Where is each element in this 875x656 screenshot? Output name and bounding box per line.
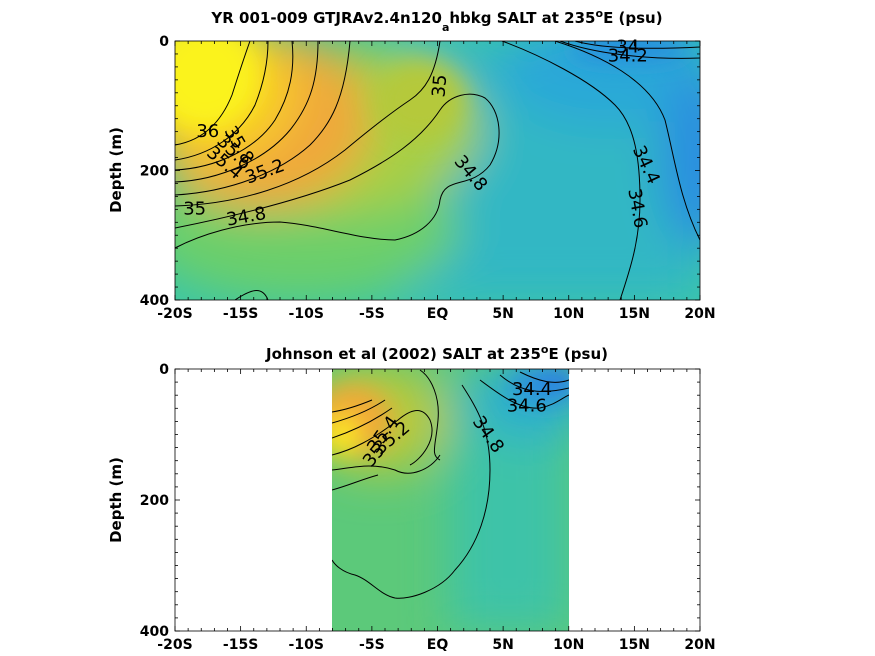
panel-1-title: YR 001-009 GTJRAv2.4n120ahbkg SALT at 23… <box>210 7 662 34</box>
y-tick-label: 400 <box>140 624 169 640</box>
y-tick-label: 200 <box>140 164 169 180</box>
panel-1-y-axis-label: Depth (m) <box>107 127 125 213</box>
x-tick-label: 15N <box>619 306 650 322</box>
contour-label: 34.6 <box>507 396 547 417</box>
x-tick-label: -15S <box>223 637 258 653</box>
x-tick-label: -5S <box>359 306 385 322</box>
x-tick-label: 5N <box>492 306 513 322</box>
x-tick-label: 10N <box>553 637 584 653</box>
contour-label: 34.2 <box>608 46 648 67</box>
x-tick-label: -20S <box>157 637 192 653</box>
y-tick-label: 200 <box>140 493 169 509</box>
panel-1-x-ticks: -20S -15S -10S -5S EQ 5N 10N 15N 20N <box>157 41 716 322</box>
panel-1-contours <box>175 41 700 300</box>
panel-2: Johnson et al (2002) SALT at 235oE (psu) <box>107 343 716 653</box>
panel-2-y-axis-label: Depth (m) <box>107 457 125 543</box>
contour-label: 35 <box>183 199 206 220</box>
x-tick-label: EQ <box>427 637 449 653</box>
x-tick-label: 10N <box>553 306 584 322</box>
panel-2-title: Johnson et al (2002) SALT at 235oE (psu) <box>265 343 608 363</box>
x-tick-label: 15N <box>619 637 650 653</box>
x-tick-label: 20N <box>684 637 715 653</box>
x-tick-label: -15S <box>223 306 258 322</box>
panel-1: YR 001-009 GTJRAv2.4n120ahbkg SALT at 23… <box>107 7 716 322</box>
x-tick-label: 5N <box>492 637 513 653</box>
x-tick-label: -20S <box>157 306 192 322</box>
contour-label: 36 <box>196 121 219 142</box>
y-tick-label: 0 <box>159 34 169 50</box>
y-tick-label: 0 <box>159 362 169 378</box>
x-tick-label: 20N <box>684 306 715 322</box>
panel-2-y-ticks: 0 200 400 <box>140 362 700 640</box>
contour-label: 34.4 <box>512 379 552 400</box>
y-tick-label: 400 <box>140 293 169 309</box>
contour-label: 34 <box>616 37 639 58</box>
panel-1-salinity-field <box>175 41 700 300</box>
panel-2-contours <box>332 369 569 599</box>
panel-1-y-ticks: 0 200 400 <box>140 34 700 309</box>
x-tick-label: EQ <box>427 306 449 322</box>
contour-label: 35 <box>428 74 451 99</box>
panel-2-salinity-field <box>332 369 569 631</box>
panel-2-x-ticks: -20S -15S -10S -5S EQ 5N 10N 15N 20N <box>157 369 716 653</box>
x-tick-label: -5S <box>359 637 385 653</box>
x-tick-label: -10S <box>289 306 324 322</box>
x-tick-label: -10S <box>289 637 324 653</box>
